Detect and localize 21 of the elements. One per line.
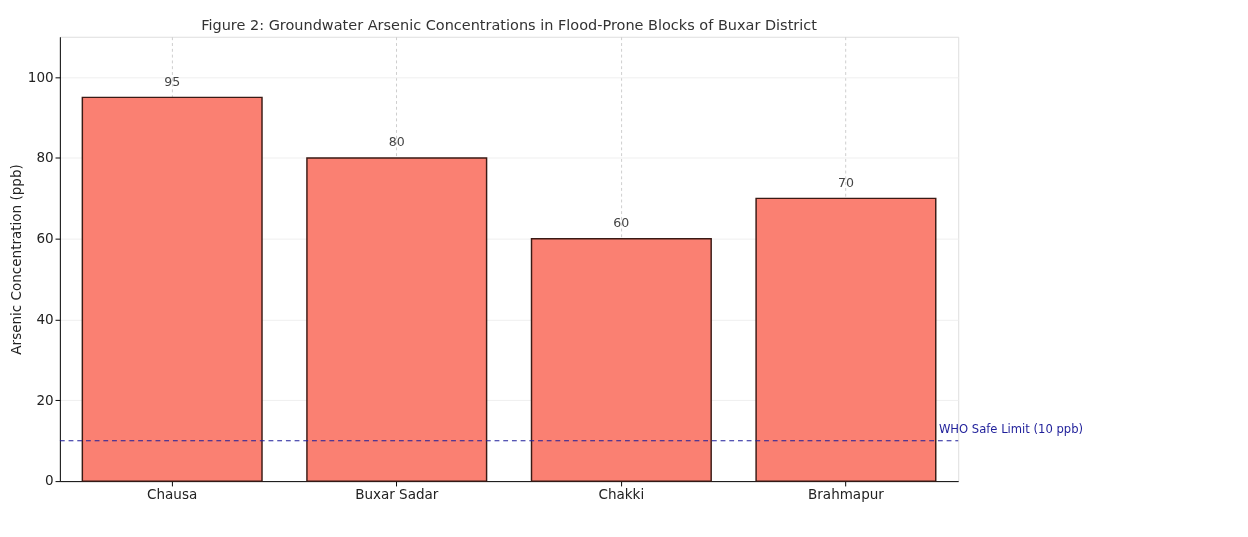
bar [755, 197, 937, 482]
x-tick-label: Chausa [147, 485, 198, 502]
chart-title: Figure 2: Groundwater Arsenic Concentrations in Flood-Prone Blocks of Buxar District [201, 17, 818, 34]
data-label: 80 [388, 134, 405, 150]
y-axis-title: Arsenic Concentration (ppb) [8, 164, 25, 355]
y-tick-label: 60 [36, 230, 54, 247]
y-tick-label: 20 [36, 391, 54, 408]
ref-line-label: WHO Safe Limit (10 ppb) [938, 421, 1084, 436]
y-tick-label: 40 [36, 310, 54, 327]
bar [530, 238, 712, 482]
bar [306, 157, 488, 482]
y-tick-label: 0 [45, 472, 54, 489]
x-tick-label: Brahmapur [808, 485, 885, 502]
data-label: 70 [837, 174, 854, 190]
y-tick-label: 100 [27, 68, 54, 85]
data-label: 95 [164, 73, 181, 89]
data-label: 60 [613, 215, 630, 231]
x-tick-label: Buxar Sadar [355, 485, 439, 502]
y-tick-label: 80 [36, 149, 54, 166]
bar [81, 96, 263, 482]
x-tick-label: Chakki [598, 485, 645, 502]
